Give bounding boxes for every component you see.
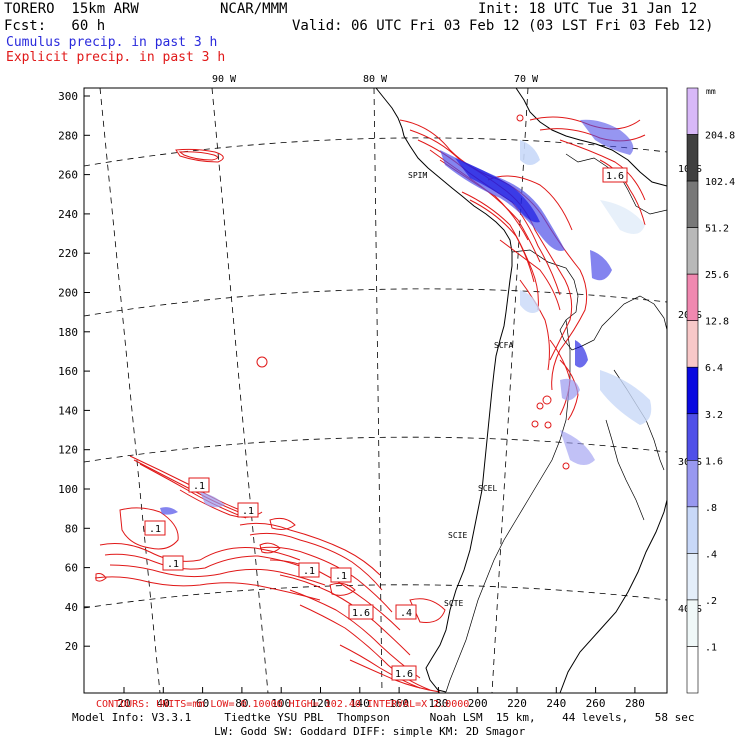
x-tick-label: 40 (157, 697, 170, 710)
footer-model-info: Model Info: V3.3.1 Tiedtke YSU PBL Thomp… (72, 711, 695, 724)
legend-explicit: Explicit precip. in past 3 h (6, 50, 226, 65)
lon-label-80w: 80 W (363, 74, 388, 85)
colorbar-label: 51.2 (705, 224, 729, 235)
colorbar-label: .4 (705, 549, 717, 560)
colorbar-swatch (686, 599, 699, 647)
valid-time: Valid: 06 UTC Fri 03 Feb 12 (03 LST Fri … (292, 18, 714, 34)
x-tick-label: 20 (117, 697, 130, 710)
x-tick-label: 220 (507, 697, 527, 710)
y-tick-label: 60 (65, 562, 78, 575)
y-tick-label: 120 (58, 444, 78, 457)
plot-frame (83, 87, 668, 694)
y-tick-label: 20 (65, 640, 78, 653)
x-tick-label: 140 (350, 697, 370, 710)
x-tick-label: 200 (468, 697, 488, 710)
colorbar-label: .8 (705, 503, 717, 514)
x-tick-label: 120 (311, 697, 331, 710)
y-tick-label: 80 (65, 522, 78, 535)
x-tick-label: 80 (235, 697, 248, 710)
x-tick-label: 60 (196, 697, 209, 710)
lon-label-90w: 90 W (212, 74, 237, 85)
x-tick-label: 240 (546, 697, 566, 710)
y-tick-label: 280 (58, 129, 78, 142)
contour-label: 1.6 (395, 669, 413, 680)
y-tick-label: 240 (58, 208, 78, 221)
colorbar-label: 3.2 (705, 410, 723, 421)
y-tick-label: 180 (58, 326, 78, 339)
colorbar-swatch (686, 273, 699, 321)
station-label-scel: SCEL (478, 484, 497, 493)
contour-label: .1 (149, 524, 161, 535)
contour-label: .1 (335, 571, 347, 582)
contour-label: .1 (303, 566, 315, 577)
y-tick-label: 200 (58, 287, 78, 300)
colorbar-swatch (686, 180, 699, 228)
contour-label: .4 (400, 608, 412, 619)
colorbar-label: 6.4 (705, 363, 723, 374)
forecast-hour: Fcst: 60 h (4, 18, 106, 34)
station-label-spim: SPIM (408, 171, 427, 180)
colorbar-swatch (686, 553, 699, 601)
coastline (375, 88, 513, 693)
contour-info: CONTOURS: UNITS=mm LOW= 0.10000 HIGH= 10… (96, 699, 469, 710)
contour-label: .1 (167, 559, 179, 570)
colorbar-swatch (686, 320, 699, 368)
colorbar-label: 204.8 (705, 131, 735, 142)
y-tick-label: 300 (58, 90, 78, 103)
colorbar-label: .2 (705, 596, 717, 607)
colorbar-label: 25.6 (705, 270, 729, 281)
colorbar-label: .1 (705, 642, 717, 653)
colorbar-unit: mm (706, 87, 716, 96)
x-tick-label: 260 (586, 697, 606, 710)
y-tick-label: 160 (58, 365, 78, 378)
colorbar-swatch (686, 134, 699, 182)
legend-cumulus: Cumulus precip. in past 3 h (6, 35, 218, 50)
init-time: Init: 18 UTC Tue 31 Jan 12 (478, 1, 698, 17)
y-tick-label: 40 (65, 601, 78, 614)
x-tick-label: 280 (625, 697, 645, 710)
colorbar-swatch (686, 366, 699, 415)
x-tick-label: 100 (271, 697, 291, 710)
coastline-east (559, 499, 667, 693)
y-tick-label: 220 (58, 247, 78, 260)
model-title: TORERO 15km ARW (4, 1, 139, 17)
station-labels: SPIM SCFA SCEL SCIE SCTE (408, 171, 513, 608)
station-label-scte: SCTE (444, 599, 463, 608)
contour-label: .1 (193, 481, 205, 492)
colorbar-swatch (686, 227, 699, 275)
colorbar-label: 12.8 (705, 317, 729, 328)
colorbar-swatch (686, 646, 699, 694)
colorbar: 204.8 102.4 51.2 25.6 12.8 6.4 3.2 1.6 .8 .4 .2 .1 (686, 87, 735, 694)
colorbar-swatch (686, 506, 699, 554)
lon-label-70w: 70 W (514, 74, 539, 85)
colorbar-label: 1.6 (705, 456, 723, 467)
x-tick-label: 160 (389, 697, 409, 710)
contour-label: 1.6 (606, 171, 624, 182)
colorbar-label: 102.4 (705, 177, 735, 188)
y-tick-label: 140 (58, 404, 78, 417)
lat-lon-grid (84, 88, 667, 693)
colorbar-swatch (686, 413, 699, 461)
station-label-scfa: SCFA (494, 341, 513, 350)
colorbar-swatch (686, 87, 699, 135)
y-tick-label: 260 (58, 169, 78, 182)
footer-physics: LW: Godd SW: Goddard DIFF: simple KM: 2D… (214, 725, 526, 738)
contour-label: .1 (242, 506, 254, 517)
contour-label-boxes (144, 167, 628, 681)
explicit-precip-contours (94, 114, 646, 693)
station-label-scie: SCIE (448, 531, 467, 540)
y-tick-label: 100 (58, 483, 78, 496)
colorbar-swatch (686, 460, 699, 508)
coastline-north (515, 88, 667, 187)
x-tick-label: 180 (428, 697, 448, 710)
contour-label: 1.6 (352, 608, 370, 619)
org-label: NCAR/MMM (220, 1, 288, 17)
